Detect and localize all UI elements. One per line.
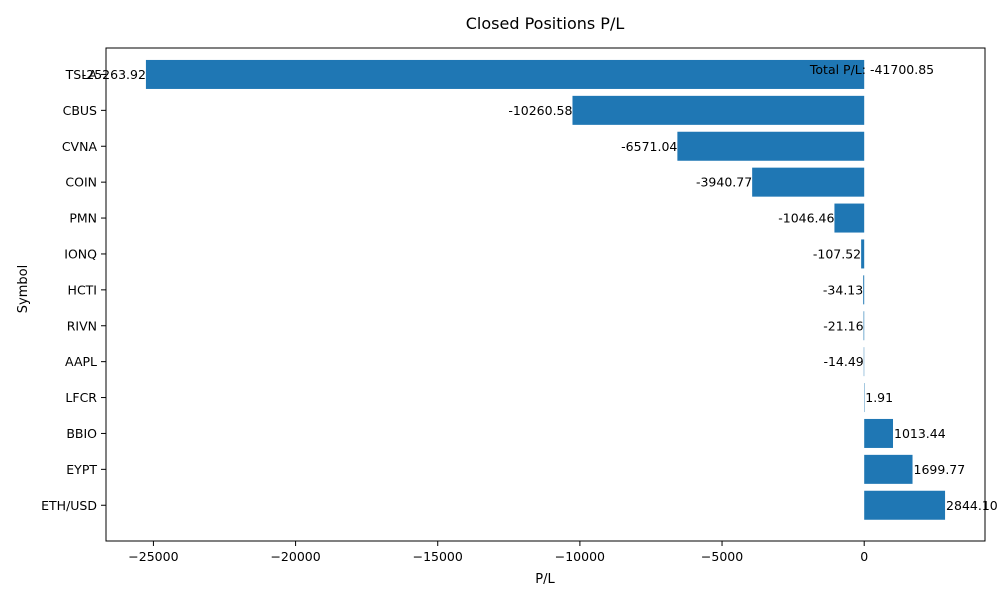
data-label-lfcr: 1.91 <box>865 390 893 405</box>
y-tick-label: CVNA <box>62 139 98 154</box>
bar-eth-usd <box>864 491 945 520</box>
x-tick-label: −25000 <box>128 549 178 564</box>
bar-rivn <box>864 311 865 340</box>
total-pl-annotation: Total P/L: -41700.85 <box>809 62 934 77</box>
x-tick-label: −20000 <box>270 549 320 564</box>
y-tick-label: ETH/USD <box>41 498 97 513</box>
y-tick-label: EYPT <box>66 462 97 477</box>
x-axis-ticks: −25000 −20000 −15000 −10000 −5000 0 <box>128 541 868 564</box>
x-tick-label: −5000 <box>701 549 743 564</box>
data-label-cbus: -10260.58 <box>508 103 572 118</box>
data-label-hcti: -34.13 <box>823 282 863 297</box>
bar-hcti <box>863 275 864 304</box>
y-tick-label: PMN <box>69 211 97 226</box>
bar-cbus <box>572 96 864 125</box>
bar-bbio <box>864 419 893 448</box>
y-tick-label: AAPL <box>65 354 97 369</box>
y-tick-label: HCTI <box>68 282 97 297</box>
y-axis-ticks: TSLA CBUS CVNA COIN PMN IONQ HCTI RIVN AAPL LFCR B… <box>41 67 106 513</box>
y-tick-label: COIN <box>65 175 97 190</box>
bar-coin <box>752 168 864 197</box>
y-tick-label: IONQ <box>64 246 97 261</box>
y-tick-label: RIVN <box>67 318 97 333</box>
data-label-pmn: -1046.46 <box>778 211 834 226</box>
data-label-eypt: 1699.77 <box>914 462 966 477</box>
y-tick-label: LFCR <box>65 390 97 405</box>
chart-title: Closed Positions P/L <box>466 14 625 33</box>
x-tick-label: 0 <box>860 549 868 564</box>
y-axis-label: Symbol <box>16 265 31 313</box>
x-tick-label: −15000 <box>413 549 463 564</box>
data-label-coin: -3940.77 <box>696 175 752 190</box>
data-label-cvna: -6571.04 <box>621 139 677 154</box>
data-label-aapl: -14.49 <box>823 354 863 369</box>
y-tick-label: TSLA <box>65 67 98 82</box>
bar-cvna <box>677 132 864 161</box>
y-tick-label: CBUS <box>63 103 97 118</box>
x-tick-label: −10000 <box>555 549 605 564</box>
data-label-bbio: 1013.44 <box>894 426 946 441</box>
x-axis-label: P/L <box>535 572 555 587</box>
bar-ionq <box>861 239 864 268</box>
y-tick-label: BBIO <box>66 426 97 441</box>
bar-pmn <box>834 204 864 233</box>
data-label-ionq: -107.52 <box>813 246 861 261</box>
data-label-rivn: -21.16 <box>823 318 863 333</box>
bar-eypt <box>864 455 912 484</box>
data-label-eth-usd: 2844.10 <box>946 498 998 513</box>
bar-tsla <box>146 60 864 89</box>
